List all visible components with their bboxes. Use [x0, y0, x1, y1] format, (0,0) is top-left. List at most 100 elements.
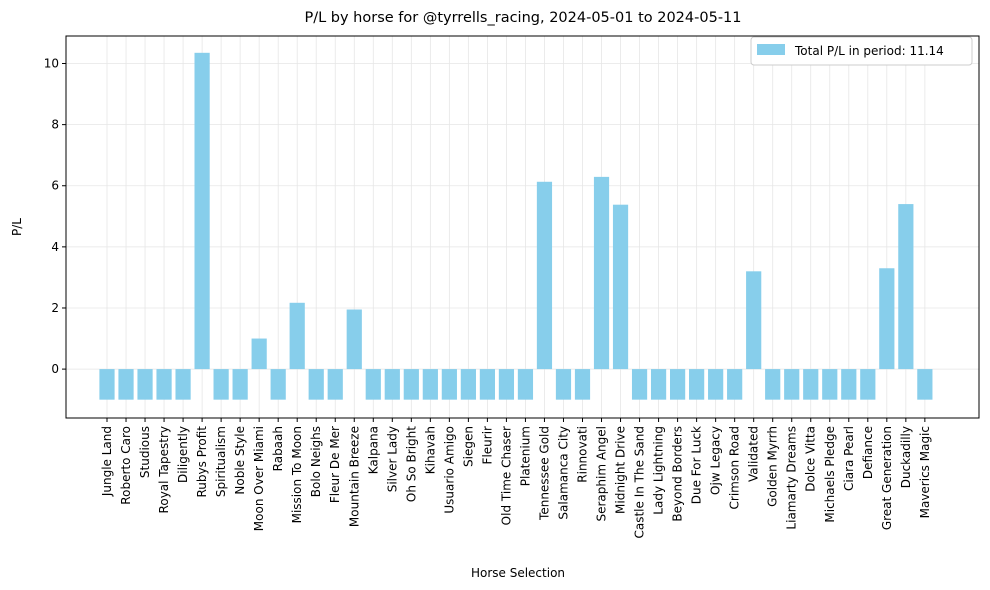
- legend: Total P/L in period: 11.14: [750, 36, 973, 66]
- x-tick-label: Rabaah: [271, 426, 285, 471]
- bar: [708, 369, 724, 400]
- bar: [289, 302, 305, 370]
- y-tick-labels: 0 2 4 6 8 10: [44, 57, 59, 377]
- x-tick-label: Jungle Land: [100, 426, 114, 497]
- bar: [118, 369, 134, 400]
- bar: [99, 369, 115, 400]
- x-tick-label: Beyond Borders: [671, 426, 685, 522]
- legend-box: [750, 36, 973, 66]
- x-tick-label: Kalpana: [366, 426, 380, 474]
- bar: [841, 369, 857, 400]
- bar: [498, 369, 515, 400]
- axes: [62, 35, 980, 422]
- bar: [232, 369, 248, 400]
- bar: [670, 369, 686, 400]
- bar: [765, 369, 781, 400]
- x-tick-label: Salamanca City: [556, 426, 570, 520]
- x-tick-label: Noble Style: [233, 426, 247, 495]
- x-tick-label: Studious: [138, 426, 152, 478]
- bar: [175, 369, 191, 400]
- bar: [251, 338, 267, 370]
- x-tick-label: Validated: [747, 426, 761, 482]
- bar: [137, 369, 153, 400]
- x-tick-label: Golden Myrrh: [766, 426, 780, 507]
- x-tick-label: Midnight Drive: [614, 426, 628, 514]
- x-tick-label: Ojw Legacy: [709, 426, 723, 495]
- x-axis-title: Horse Selection: [471, 566, 565, 580]
- bar: [156, 369, 172, 400]
- x-tick-label: Moon Over Miami: [252, 426, 266, 531]
- x-tick-label: Bolo Neighs: [309, 426, 323, 497]
- bar: [460, 369, 476, 400]
- bar: [879, 268, 895, 370]
- bar: [555, 369, 572, 400]
- bar: [536, 181, 553, 370]
- y-axis-title: P/L: [10, 218, 24, 236]
- x-tick-label: Royal Tapestry: [157, 426, 171, 513]
- bar: [746, 271, 762, 370]
- x-tick-label: Duckadilly: [899, 426, 913, 488]
- x-tick-label: Dolce Vitta: [804, 426, 818, 492]
- x-tick-label: Seraphim Angel: [595, 426, 609, 522]
- y-tick-label: 0: [51, 362, 59, 376]
- x-tick-label: Tennessee Gold: [537, 426, 551, 521]
- bar: [308, 369, 324, 400]
- x-tick-label: Michaels Pledge: [823, 426, 837, 523]
- bar: [822, 369, 838, 400]
- x-tick-label: Rubys Profit: [195, 426, 209, 498]
- bar: [860, 369, 876, 400]
- bar: [213, 369, 229, 400]
- y-tick-label: 6: [51, 179, 59, 193]
- x-tick-label: Siegen: [461, 426, 475, 467]
- x-tick-label: Spiritualism: [214, 426, 228, 497]
- bar: [574, 369, 591, 400]
- bar: [422, 369, 438, 400]
- x-tick-label: Fleurir: [480, 426, 494, 464]
- bar: [689, 369, 705, 400]
- bar: [403, 369, 419, 400]
- y-tick-label: 4: [51, 240, 59, 254]
- x-tick-label: Old Time Chaser: [499, 426, 513, 525]
- bar: [727, 369, 743, 400]
- bar: [365, 369, 381, 400]
- bars: [99, 52, 933, 400]
- bar: [650, 369, 667, 400]
- x-tick-label: Great Generation: [880, 426, 894, 530]
- x-tick-label: Usuario Amigo: [442, 426, 456, 514]
- chart-title: P/L by horse for @tyrrells_racing, 2024-…: [304, 10, 741, 26]
- x-tick-label: Mountain Breeze: [347, 426, 361, 527]
- y-tick-label: 2: [51, 301, 59, 315]
- legend-label: Total P/L in period: 11.14: [794, 44, 944, 58]
- x-tick-label: Liamarty Dreams: [785, 426, 799, 530]
- x-tick-label: Due For Luck: [690, 426, 704, 504]
- x-tick-label: Maverics Magic: [918, 426, 932, 518]
- bar: [270, 369, 286, 400]
- legend-swatch: [757, 44, 785, 55]
- x-tick-label: Castle In The Sand: [633, 426, 647, 539]
- x-tick-label: Mission To Moon: [290, 426, 304, 523]
- x-tick-labels: Jungle Land Roberto Caro Studious Royal Tap…: [100, 426, 932, 539]
- x-tick-label: Lady Lightning: [652, 426, 666, 515]
- bar: [917, 369, 933, 400]
- y-tick-label: 10: [44, 57, 59, 71]
- bar: [803, 369, 819, 400]
- x-tick-label: Defiance: [861, 426, 875, 479]
- x-tick-label: Diligently: [176, 426, 190, 483]
- bar: [441, 369, 457, 400]
- bar: [898, 204, 914, 370]
- bar: [327, 369, 343, 400]
- y-tick-label: 8: [51, 118, 59, 132]
- x-tick-label: Ciara Pearl: [842, 426, 856, 491]
- bar: [479, 369, 495, 400]
- x-tick-label: Oh So Bright: [404, 426, 418, 502]
- x-tick-label: Silver Lady: [385, 426, 399, 492]
- bar: [784, 369, 800, 400]
- x-tick-label: Rinnovati: [576, 426, 590, 483]
- bar: [517, 369, 534, 400]
- bar: [346, 309, 362, 370]
- bar: [631, 369, 648, 400]
- x-tick-label: Crimson Road: [728, 426, 742, 509]
- x-tick-label: Kihavah: [423, 426, 437, 474]
